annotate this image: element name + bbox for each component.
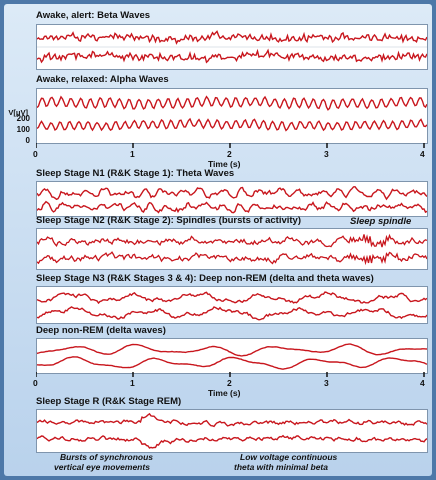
beta-trace-1 — [37, 30, 427, 45]
delta-label: Deep non-REM (delta waves) — [36, 325, 166, 336]
x-axis-top-ticks — [36, 143, 425, 148]
n2-trace-svg — [37, 233, 427, 266]
sleep-spindle-annotation: Sleep spindle — [350, 216, 412, 227]
n1-trace-2 — [37, 200, 427, 214]
n1-label: Sleep Stage N1 (R&K Stage 1): Theta Wave… — [36, 168, 235, 179]
eye-movement-annotation-line2: vertical eye movements — [54, 462, 150, 472]
rem-trace-svg — [37, 412, 427, 449]
eye-movement-annotation-line1: Bursts of synchronous — [60, 452, 154, 462]
rem-panel — [36, 409, 428, 453]
beta-panel — [36, 24, 428, 70]
y-tick-0: 0 — [25, 136, 30, 145]
y-tick-100: 100 — [16, 125, 30, 134]
n3-label: Sleep Stage N3 (R&K Stages 3 & 4): Deep … — [36, 273, 374, 284]
beta-trace-2 — [37, 48, 427, 64]
alpha-trace-svg — [37, 95, 427, 132]
y-tick-200: 200 — [16, 114, 30, 123]
x-tick-2: 2 — [227, 378, 232, 388]
alpha-trace-1 — [37, 95, 427, 111]
x-tick-0: 0 — [33, 149, 38, 159]
n2-panel — [36, 228, 428, 270]
x-axis-title-top: Time (s) — [208, 159, 241, 169]
delta-trace-1 — [37, 343, 427, 357]
n1-trace-svg — [37, 185, 427, 214]
n1-trace-1 — [37, 185, 427, 201]
x-tick-1: 1 — [130, 378, 135, 388]
n1-panel — [36, 181, 428, 217]
y-axis-label: V[μV] — [8, 108, 28, 117]
alpha-label: Awake, relaxed: Alpha Waves — [36, 74, 169, 85]
eeg-sleep-stages-figure: Awake, alert: Beta Waves Awake, relaxed:… — [4, 4, 432, 476]
x-tick-0: 0 — [33, 378, 38, 388]
x-tick-2: 2 — [227, 149, 232, 159]
alpha-trace-2 — [37, 117, 427, 132]
rem-label: Sleep Stage R (R&K Stage REM) — [36, 396, 182, 407]
beta-trace-svg — [37, 30, 427, 64]
theta-annotation-line2: theta with minimal beta — [234, 462, 328, 472]
beta-label: Awake, alert: Beta Waves — [36, 10, 151, 21]
x-tick-3: 3 — [324, 378, 329, 388]
rem-trace-2 — [37, 434, 427, 449]
n2-trace-2 — [37, 251, 427, 266]
n3-trace-2 — [37, 306, 427, 321]
n2-trace-1 — [37, 233, 427, 248]
x-tick-1: 1 — [130, 149, 135, 159]
delta-trace-2 — [37, 356, 427, 370]
x-axis-bottom: 0 1 2 3 4 Time (s) — [33, 372, 426, 400]
x-axis-bottom-ticks — [36, 372, 425, 377]
n3-panel — [36, 286, 428, 324]
alpha-panel — [36, 88, 428, 144]
delta-panel — [36, 338, 428, 374]
x-tick-4: 4 — [420, 149, 425, 159]
n2-label: Sleep Stage N2 (R&K Stage 2): Spindles (… — [36, 215, 301, 226]
x-axis-top: 0 1 2 3 4 Time (s) — [33, 143, 426, 171]
delta-trace-svg — [37, 343, 427, 370]
theta-annotation-line1: Low voltage continuous — [240, 452, 338, 462]
x-tick-3: 3 — [324, 149, 329, 159]
x-axis-title-bottom: Time (s) — [208, 388, 241, 398]
n3-trace-svg — [37, 291, 427, 321]
rem-trace-1 — [37, 412, 427, 428]
x-tick-4: 4 — [420, 378, 425, 388]
n3-trace-1 — [37, 291, 427, 305]
